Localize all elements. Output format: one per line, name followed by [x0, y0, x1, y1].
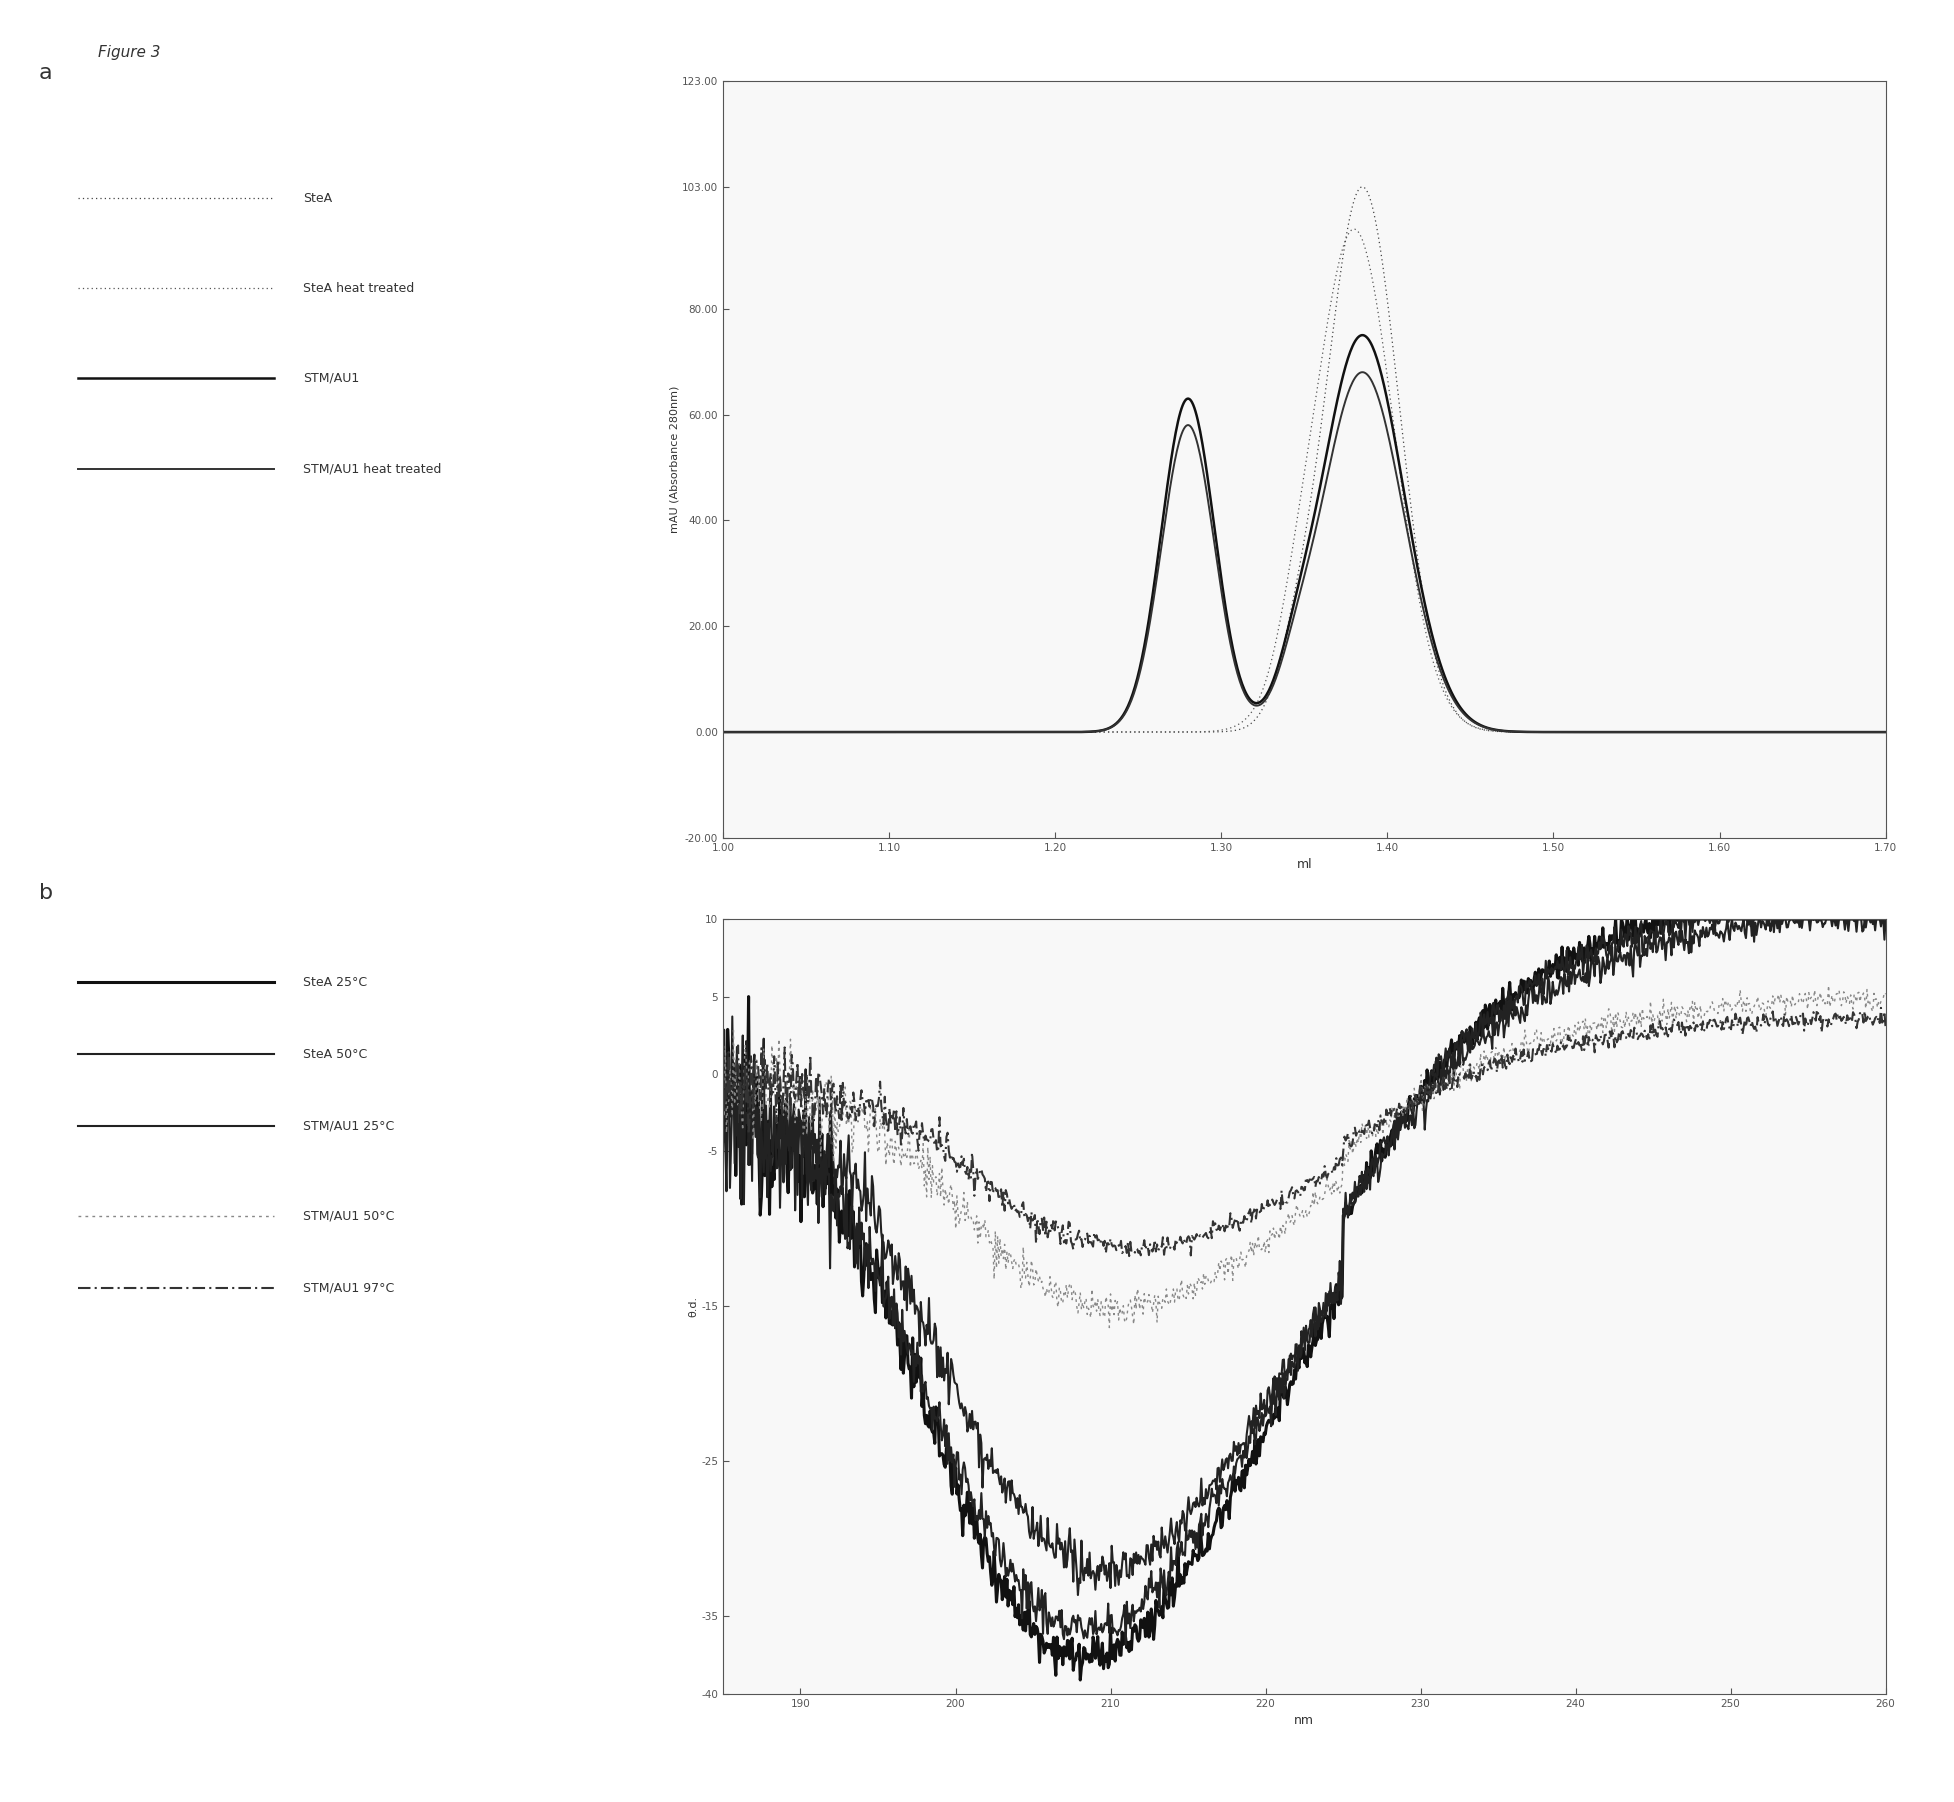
- Text: SteA heat treated: SteA heat treated: [303, 281, 414, 296]
- Text: STM/AU1 heat treated: STM/AU1 heat treated: [303, 461, 442, 476]
- Text: a: a: [39, 63, 53, 83]
- X-axis label: ml: ml: [1297, 858, 1311, 872]
- Text: SteA 50°C: SteA 50°C: [303, 1047, 367, 1061]
- Text: Figure 3: Figure 3: [98, 45, 160, 59]
- Text: SteA: SteA: [303, 191, 332, 205]
- Text: STM/AU1 50°C: STM/AU1 50°C: [303, 1209, 395, 1224]
- Text: b: b: [39, 883, 53, 903]
- Text: STM/AU1: STM/AU1: [303, 371, 360, 386]
- Text: STM/AU1 25°C: STM/AU1 25°C: [303, 1119, 395, 1133]
- Y-axis label: mAU (Absorbance 280nm): mAU (Absorbance 280nm): [668, 386, 680, 533]
- Y-axis label: θ.d.: θ.d.: [688, 1296, 698, 1317]
- Text: STM/AU1 97°C: STM/AU1 97°C: [303, 1281, 395, 1296]
- X-axis label: nm: nm: [1294, 1714, 1315, 1728]
- Text: SteA 25°C: SteA 25°C: [303, 975, 367, 989]
